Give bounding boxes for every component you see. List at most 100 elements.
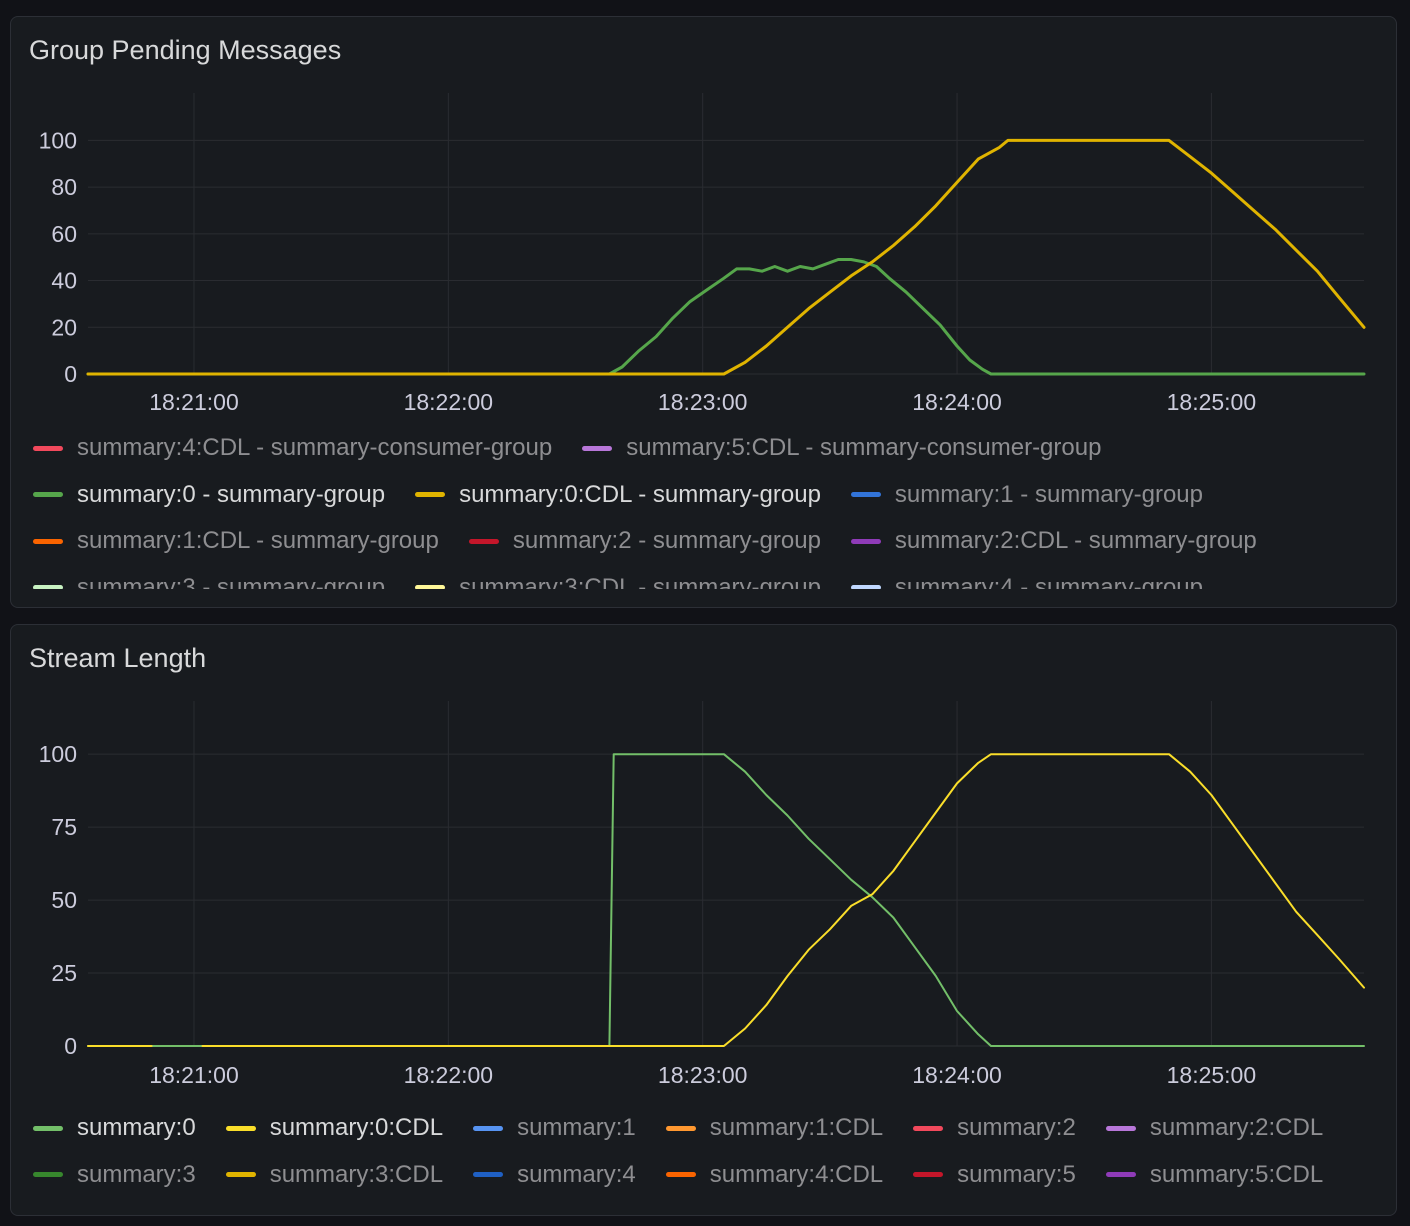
legend-item-summary-1-cdl[interactable]: summary:1:CDL bbox=[665, 1105, 884, 1152]
legend-color-swatch bbox=[33, 445, 63, 451]
legend-item-summary-2[interactable]: summary:2 bbox=[913, 1105, 1076, 1152]
legend-item-summary-0-summary-group[interactable]: summary:0 - summary-group bbox=[33, 472, 385, 519]
legend-color-swatch bbox=[225, 1172, 256, 1178]
legend-color-swatch bbox=[850, 492, 881, 498]
legend-label: summary:1:CDL - summary-group bbox=[77, 527, 439, 555]
legend-label: summary:1 bbox=[517, 1114, 636, 1142]
legend-label: summary:3:CDL - summary-group bbox=[459, 573, 821, 589]
legend-item-summary-2-cdl[interactable]: summary:2:CDL bbox=[1105, 1105, 1324, 1152]
y-tick-label: 100 bbox=[39, 741, 77, 767]
legend-label: summary:3:CDL bbox=[269, 1160, 444, 1188]
legend-item-summary-0[interactable]: summary:0 bbox=[33, 1105, 196, 1152]
legend-label: summary:0:CDL bbox=[269, 1114, 444, 1142]
legend-color-swatch bbox=[415, 492, 446, 498]
legend-item-summary-4-cdl[interactable]: summary:4:CDL bbox=[665, 1152, 884, 1199]
legend-item-summary-4-cdl-summary-consumer-group[interactable]: summary:4:CDL - summary-consumer-group bbox=[33, 425, 552, 472]
x-tick-label: 18:23:00 bbox=[658, 389, 748, 415]
legend-label: summary:5:CDL bbox=[1149, 1160, 1324, 1188]
y-tick-label: 80 bbox=[51, 174, 77, 200]
legend-item-summary-5-cdl-summary-consumer-group[interactable]: summary:5:CDL - summary-consumer-group bbox=[582, 425, 1101, 472]
legend-item-summary-4-summary-group[interactable]: summary:4 - summary-group bbox=[850, 565, 1203, 589]
x-tick-label: 18:24:00 bbox=[912, 389, 1002, 415]
legend-item-summary-1-summary-group[interactable]: summary:1 - summary-group bbox=[850, 472, 1203, 519]
y-tick-label: 0 bbox=[64, 361, 77, 387]
legend-items: summary:0 summary:0:CDL summary:1 summary:1… bbox=[33, 1105, 1382, 1198]
y-tick-label: 0 bbox=[64, 1033, 77, 1059]
group-pending-messages-legend: summary:4:CDL - summary-consumer-group su… bbox=[33, 425, 1382, 589]
legend-color-swatch bbox=[850, 538, 881, 544]
legend-color-swatch bbox=[665, 1125, 696, 1131]
legend-item-summary-2-summary-group[interactable]: summary:2 - summary-group bbox=[468, 518, 821, 565]
series-line-summary-0-summary-group bbox=[86, 258, 1366, 376]
legend-item-summary-1-cdl-summary-group[interactable]: summary:1:CDL - summary-group bbox=[33, 518, 439, 565]
legend-color-swatch bbox=[33, 1125, 63, 1131]
legend-color-swatch bbox=[665, 1172, 696, 1178]
legend-label: summary:2:CDL - summary-group bbox=[894, 527, 1257, 555]
legend-item-summary-1[interactable]: summary:1 bbox=[473, 1105, 636, 1152]
legend-item-summary-2-cdl-summary-group[interactable]: summary:2:CDL - summary-group bbox=[850, 518, 1257, 565]
panel-title[interactable]: Stream Length bbox=[29, 643, 207, 673]
legend-item-summary-0-cdl[interactable]: summary:0:CDL bbox=[225, 1105, 444, 1152]
legend-color-swatch bbox=[415, 585, 446, 589]
y-tick-label: 100 bbox=[39, 127, 77, 153]
x-tick-label: 18:21:00 bbox=[149, 389, 239, 415]
group-pending-messages-panel: Group Pending Messages 0 20 40 60 80 100 18:21… bbox=[10, 16, 1397, 608]
legend-label: summary:5:CDL - summary-consumer-group bbox=[626, 434, 1102, 462]
stream-length-panel: Stream Length 0 25 50 75 100 18:21:00 18:22:00… bbox=[10, 624, 1397, 1216]
legend-color-swatch bbox=[33, 492, 63, 498]
legend-label: summary:4:CDL bbox=[709, 1160, 884, 1188]
legend-color-swatch bbox=[1105, 1125, 1136, 1131]
legend-label: summary:4 bbox=[517, 1160, 636, 1188]
legend-color-swatch bbox=[225, 1125, 256, 1131]
group-pending-messages-chart[interactable]: 0 20 40 60 80 100 18:21:00 18:22:00 18:23:00 18:2… bbox=[11, 17, 1397, 417]
x-tick-label: 18:22:00 bbox=[404, 389, 494, 415]
y-tick-label: 40 bbox=[51, 268, 77, 294]
x-tick-label: 18:21:00 bbox=[149, 1062, 239, 1088]
legend-label: summary:2 - summary-group bbox=[512, 527, 821, 555]
legend-item-summary-5[interactable]: summary:5 bbox=[913, 1152, 1076, 1199]
legend-color-swatch bbox=[473, 1125, 504, 1131]
legend-item-summary-0-cdl-summary-group[interactable]: summary:0:CDL - summary-group bbox=[415, 472, 821, 519]
legend-color-swatch bbox=[913, 1172, 944, 1178]
stream-length-legend: summary:0 summary:0:CDL summary:1 summary:1… bbox=[33, 1105, 1382, 1205]
legend-label: summary:1:CDL bbox=[709, 1114, 884, 1142]
y-tick-label: 75 bbox=[51, 814, 77, 840]
legend-label: summary:4:CDL - summary-consumer-group bbox=[77, 434, 553, 462]
legend-color-swatch bbox=[473, 1172, 504, 1178]
legend-color-swatch bbox=[33, 585, 63, 589]
x-tick-label: 18:22:00 bbox=[404, 1062, 494, 1088]
legend-color-swatch bbox=[1105, 1172, 1136, 1178]
legend-color-swatch bbox=[850, 585, 881, 589]
legend-item-summary-3-cdl[interactable]: summary:3:CDL bbox=[225, 1152, 444, 1199]
legend-items: summary:4:CDL - summary-consumer-group su… bbox=[33, 425, 1382, 589]
x-tick-label: 18:25:00 bbox=[1167, 1062, 1257, 1088]
legend-label: summary:2:CDL bbox=[1149, 1114, 1324, 1142]
legend-label: summary:0:CDL - summary-group bbox=[459, 480, 821, 508]
x-tick-label: 18:24:00 bbox=[912, 1062, 1002, 1088]
x-tick-label: 18:23:00 bbox=[658, 1062, 748, 1088]
legend-label: summary:0 bbox=[77, 1114, 196, 1142]
series-line-summary-0-cdl bbox=[201, 753, 1365, 1047]
legend-label: summary:2 bbox=[957, 1114, 1076, 1142]
legend-color-swatch bbox=[33, 1172, 63, 1178]
legend-label: summary:1 - summary-group bbox=[894, 480, 1203, 508]
legend-item-summary-3-summary-group[interactable]: summary:3 - summary-group bbox=[33, 565, 386, 589]
legend-label: summary:4 - summary-group bbox=[894, 573, 1203, 589]
legend-item-summary-4[interactable]: summary:4 bbox=[473, 1152, 636, 1199]
y-tick-label: 25 bbox=[51, 960, 77, 986]
stream-length-chart[interactable]: 0 25 50 75 100 18:21:00 18:22:00 18:23:00 18:24:… bbox=[11, 625, 1397, 1095]
y-tick-label: 50 bbox=[51, 887, 77, 913]
y-tick-label: 20 bbox=[51, 314, 77, 340]
legend-item-summary-5-cdl[interactable]: summary:5:CDL bbox=[1105, 1152, 1324, 1199]
legend-item-summary-3[interactable]: summary:3 bbox=[33, 1152, 196, 1199]
legend-color-swatch bbox=[33, 538, 63, 544]
series-line-summary-0-cdl-summary-group bbox=[86, 138, 1366, 376]
legend-label: summary:5 bbox=[957, 1160, 1076, 1188]
legend-label: summary:0 - summary-group bbox=[77, 480, 386, 508]
legend-color-swatch bbox=[913, 1125, 944, 1131]
legend-label: summary:3 - summary-group bbox=[77, 573, 386, 589]
panel-title[interactable]: Group Pending Messages bbox=[29, 35, 342, 65]
legend-color-swatch bbox=[468, 538, 499, 544]
series-line-summary-0 bbox=[87, 753, 1365, 1047]
legend-item-summary-3-cdl-summary-group[interactable]: summary:3:CDL - summary-group bbox=[415, 565, 821, 589]
